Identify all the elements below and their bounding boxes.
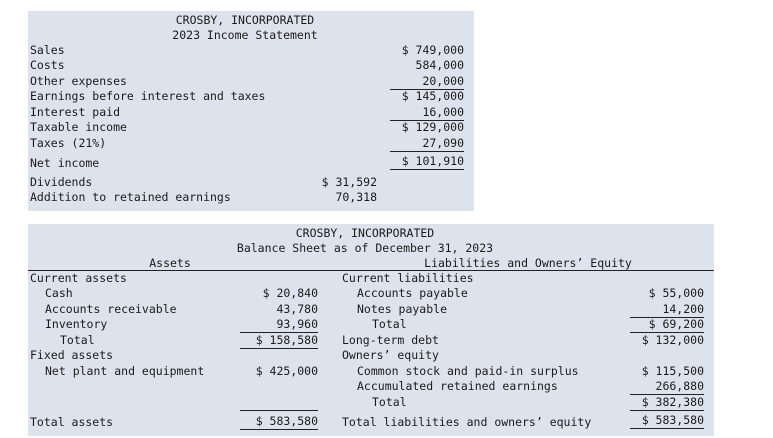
cash-value: $ 20,840: [262, 286, 318, 300]
income-label-ebit: Earnings before interest and taxes: [30, 89, 266, 103]
common-stock-label: Common stock and paid-in surplus: [357, 364, 579, 378]
notes-payable-label: Notes payable: [357, 302, 448, 316]
income-label-interest-paid: Interest paid: [30, 105, 121, 119]
income-statement-body-band: [28, 43, 474, 211]
income-value-taxable-income: $ 129,000: [401, 120, 464, 134]
income-company-name: CROSBY, INCORPORATED: [175, 13, 315, 27]
current-assets-total-label: Total: [60, 333, 95, 347]
balance-company-name: CROSBY, INCORPORATED: [295, 226, 435, 240]
total-assets-value: $ 583,580: [240, 414, 318, 430]
long-term-debt-value: $ 132,000: [641, 333, 704, 347]
accounts-receivable-label: Accounts receivable: [45, 302, 177, 316]
income-value-other-expenses: 20,000: [390, 74, 464, 90]
current-liabilities-total-value: $ 69,200: [630, 317, 704, 333]
retained-earnings-value: 266,880: [630, 379, 704, 395]
income-label-other-expenses: Other expenses: [30, 74, 127, 88]
accounts-payable-label: Accounts payable: [357, 286, 468, 300]
owners-equity-label: Owners’ equity: [342, 348, 439, 362]
inventory-label: Inventory: [45, 317, 108, 331]
common-stock-value: $ 115,500: [641, 364, 704, 378]
income-label-costs: Costs: [30, 58, 65, 72]
income-value-ebit: $ 145,000: [401, 89, 464, 103]
income-label-taxable-income: Taxable income: [30, 120, 127, 134]
retained-earnings-label: Accumulated retained earnings: [357, 379, 558, 393]
current-assets-label: Current assets: [30, 271, 127, 285]
fixed-assets-label: Fixed assets: [30, 348, 114, 362]
accounts-payable-value: $ 55,000: [648, 286, 704, 300]
assets-total-rule: [240, 410, 318, 411]
income-value-interest-paid: 16,000: [390, 105, 464, 121]
current-liabilities-total-label: Total: [372, 317, 407, 331]
income-statement-title: 2023 Income Statement: [172, 28, 318, 42]
total-liabilities-equity-value: $ 583,580: [630, 413, 704, 429]
net-plant-value: $ 425,000: [255, 364, 318, 378]
income-label-taxes: Taxes (21%): [30, 136, 107, 150]
net-plant-label: Net plant and equipment: [45, 364, 205, 378]
balance-sheet-body-band: [28, 270, 714, 436]
income-value-addition-retained: 70,318: [335, 190, 377, 204]
total-liabilities-equity-label: Total liabilities and owners’ equity: [342, 415, 592, 429]
income-label-addition-retained: Addition to retained earnings: [30, 190, 231, 204]
income-label-net-income: Net income: [30, 156, 100, 170]
cash-label: Cash: [45, 286, 73, 300]
header-underline: [28, 270, 714, 271]
income-statement-header-band: [28, 11, 474, 43]
accounts-receivable-value: 43,780: [276, 302, 318, 316]
income-value-dividends: $ 31,592: [321, 175, 377, 189]
income-value-costs: 584,000: [415, 58, 464, 72]
assets-header: Assets: [149, 256, 191, 270]
liabilities-equity-header: Liabilities and Owners’ Equity: [424, 256, 632, 270]
income-value-sales: $ 749,000: [401, 43, 464, 57]
balance-sheet-title: Balance Sheet as of December 31, 2023: [236, 241, 494, 255]
income-label-dividends: Dividends: [30, 175, 93, 189]
total-assets-label: Total assets: [30, 415, 114, 429]
inventory-value: 93,960: [240, 317, 318, 333]
income-label-sales: Sales: [30, 43, 65, 57]
owners-equity-total-label: Total: [372, 395, 407, 409]
notes-payable-value: 14,200: [630, 302, 704, 318]
current-assets-total-value: $ 158,580: [240, 333, 318, 349]
current-liabilities-label: Current liabilities: [342, 271, 474, 285]
income-value-net-income: $ 101,910: [390, 154, 464, 170]
balance-sheet-header-band: [28, 224, 714, 270]
income-value-taxes: 27,090: [390, 136, 464, 152]
owners-equity-total-value: $ 382,380: [630, 395, 704, 411]
long-term-debt-label: Long-term debt: [342, 333, 439, 347]
